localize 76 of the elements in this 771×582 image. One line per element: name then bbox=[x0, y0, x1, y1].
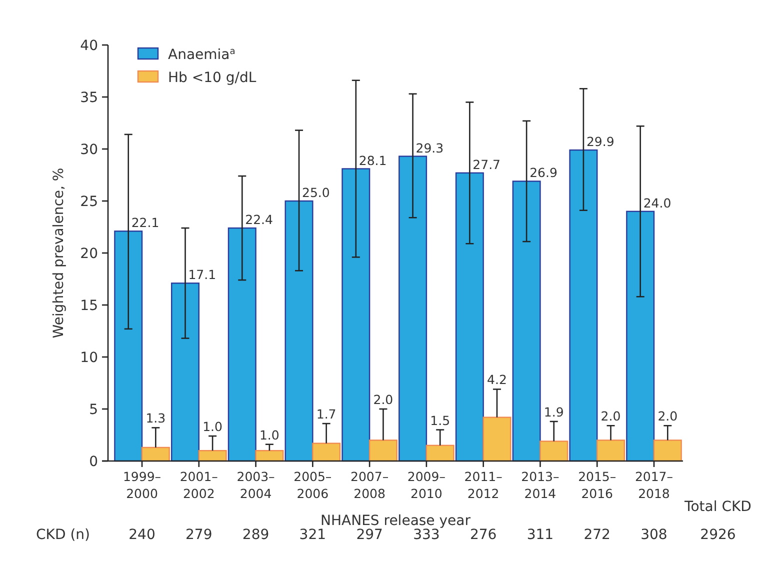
data-label: 28.1 bbox=[358, 152, 387, 168]
text: 311 bbox=[526, 527, 554, 543]
y-axis-title: Weighted prevalence, % bbox=[51, 168, 67, 338]
data-label: 1.0 bbox=[259, 427, 280, 442]
bar bbox=[653, 440, 682, 462]
bar bbox=[170, 282, 200, 462]
data-label: 2.0 bbox=[658, 408, 678, 424]
x-tick-label: 2015– 2016 bbox=[578, 469, 616, 501]
bar bbox=[255, 450, 284, 462]
data-label: 24.0 bbox=[643, 195, 672, 210]
x-tick-label: 2017– 2018 bbox=[634, 469, 674, 501]
y-tick-label: 25 bbox=[80, 194, 98, 210]
bar bbox=[482, 416, 512, 462]
bar bbox=[284, 200, 314, 462]
bar bbox=[596, 440, 626, 462]
bar bbox=[312, 442, 341, 462]
text: 2926 bbox=[700, 527, 736, 543]
data-label: 4.2 bbox=[487, 372, 507, 388]
data-label: 17.1 bbox=[188, 267, 216, 282]
y-tick-label: 0 bbox=[89, 454, 98, 470]
data-label: 2.0 bbox=[600, 408, 621, 424]
data-label: 1.5 bbox=[430, 412, 450, 428]
x-tick-label: 2005– 2006 bbox=[294, 469, 332, 501]
data-label: 25.0 bbox=[302, 185, 330, 200]
y-tick-label: 40 bbox=[80, 38, 98, 54]
data-label: 26.9 bbox=[530, 165, 558, 180]
legend-label: Hb <10 g/dL bbox=[168, 70, 256, 86]
bar bbox=[228, 227, 256, 462]
text: 240 bbox=[128, 527, 156, 543]
data-label: 27.7 bbox=[472, 156, 501, 172]
bar bbox=[368, 440, 398, 462]
data-label: 1.9 bbox=[544, 404, 564, 420]
bar bbox=[569, 149, 598, 462]
bar bbox=[540, 440, 568, 462]
data-label: 29.9 bbox=[586, 134, 614, 150]
bar bbox=[512, 180, 541, 462]
y-tick-label: 15 bbox=[80, 298, 98, 314]
x-tick-label: 1999– 2000 bbox=[122, 469, 162, 501]
data-label: 22.4 bbox=[245, 212, 274, 228]
text: 272 bbox=[584, 527, 610, 543]
y-tick-label: 20 bbox=[80, 246, 98, 262]
bar bbox=[398, 156, 428, 462]
x-tick-label: 2013– 2014 bbox=[521, 469, 560, 501]
data-label: 29.3 bbox=[416, 140, 444, 156]
y-tick-label: 10 bbox=[80, 350, 98, 366]
legend-label: Anaemia$^{a}$ bbox=[168, 46, 236, 63]
data-label: 1.3 bbox=[146, 410, 166, 426]
text: 289 bbox=[242, 527, 270, 543]
text: Total CKD bbox=[684, 499, 752, 515]
x-tick-label: 2007– 2008 bbox=[350, 469, 389, 501]
bar bbox=[342, 168, 370, 462]
x-tick-label: 2003– 2004 bbox=[236, 469, 275, 501]
text: CKD (n) bbox=[36, 527, 90, 543]
bar bbox=[455, 172, 484, 462]
bar bbox=[626, 210, 655, 462]
data-label: 22.1 bbox=[131, 215, 160, 230]
text: 321 bbox=[299, 527, 326, 543]
text: 297 bbox=[356, 527, 383, 543]
data-label: 2.0 bbox=[373, 392, 394, 407]
x-tick-label: 2011– 2012 bbox=[464, 469, 502, 501]
text: 276 bbox=[470, 527, 497, 543]
y-tick-label: 35 bbox=[80, 90, 98, 106]
data-label: 1.0 bbox=[202, 419, 223, 434]
data-label: 1.7 bbox=[316, 406, 336, 422]
text: 279 bbox=[186, 527, 212, 543]
text: 333 bbox=[413, 527, 440, 543]
y-tick-label: 30 bbox=[80, 142, 98, 158]
x-tick-label: 2001– 2002 bbox=[180, 469, 218, 501]
y-tick-label: 5 bbox=[89, 402, 98, 418]
x-axis-title: NHANES release year bbox=[320, 513, 471, 529]
bar bbox=[141, 446, 170, 462]
bar bbox=[114, 230, 143, 462]
text: 308 bbox=[640, 527, 668, 543]
bar bbox=[198, 450, 227, 462]
x-tick-label: 2009– 2010 bbox=[407, 469, 446, 501]
bar bbox=[426, 444, 454, 462]
